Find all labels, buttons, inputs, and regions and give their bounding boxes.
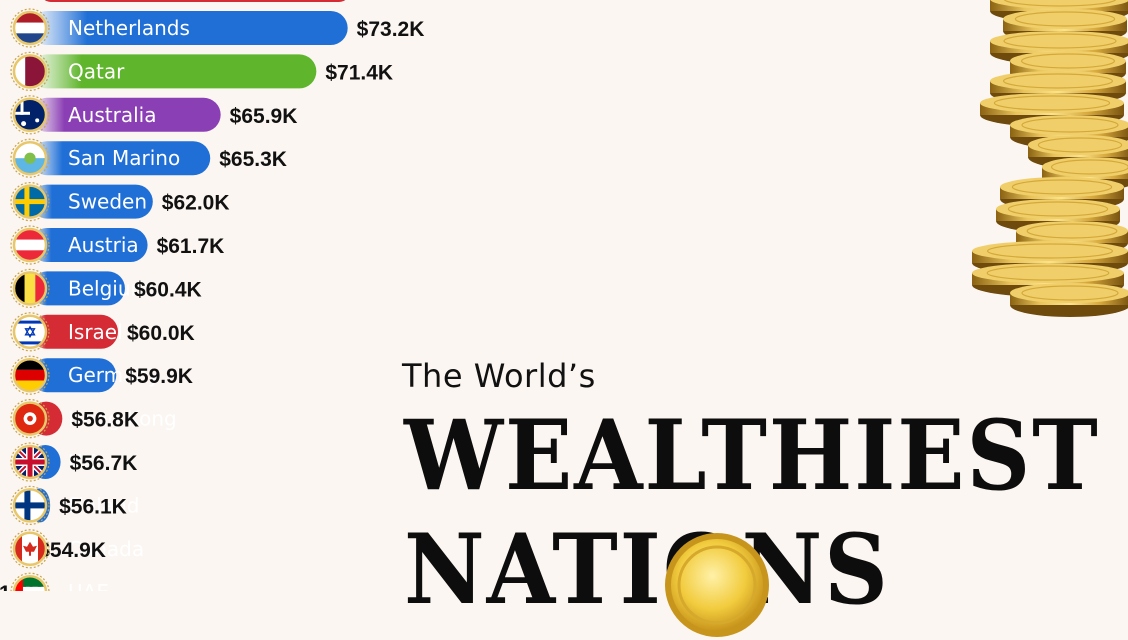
bar-value-label: $65.9K xyxy=(230,105,298,128)
cut-off-bar xyxy=(44,0,346,2)
bar-value-label: $73.2K xyxy=(357,18,425,41)
israel-flag-icon xyxy=(10,312,50,352)
bar-category-label: San Marino xyxy=(68,146,180,170)
hong-kong-flag-icon xyxy=(10,399,50,439)
bar xyxy=(30,271,125,306)
bar-value-label: $61.7K xyxy=(157,235,225,258)
title-line-2: NATIONS xyxy=(404,513,890,626)
bar-category-label: UK xyxy=(68,450,97,474)
bar-category-label: Belgium xyxy=(68,276,150,300)
bar-category-label: Austria xyxy=(68,233,139,257)
bar-category-label: Australia xyxy=(68,103,156,127)
uk-flag-icon xyxy=(10,442,50,482)
bar xyxy=(30,358,117,393)
bar-category-label: Netherlands xyxy=(68,16,190,40)
bar-category-label: Canada xyxy=(68,537,144,561)
subtitle: The World’s xyxy=(402,357,596,395)
bar-value-label: $56.7K xyxy=(70,452,138,475)
bar xyxy=(30,184,153,219)
san-marino-flag-icon xyxy=(10,138,50,178)
bar-row: Sweden $62.0K xyxy=(10,182,230,222)
bar-row: San Marino $65.3K xyxy=(10,138,287,178)
bar-category-label: Israel xyxy=(68,320,123,344)
finland-flag-icon xyxy=(10,485,50,525)
bar-category-label: UAE xyxy=(68,580,109,591)
bar-category-label: Qatar xyxy=(68,59,125,83)
bar xyxy=(30,228,148,262)
bar-value-label: $71.4K xyxy=(325,61,393,84)
bar-value-label: $60.0K xyxy=(127,322,195,345)
sweden-flag-icon xyxy=(10,182,50,222)
bar-row: Austria $61.7K xyxy=(10,225,225,265)
bar-row: Hong Kong$56.8K xyxy=(10,399,177,439)
bar-value-label: $56.1K xyxy=(59,495,127,518)
bar-chart: Netherlands $73.2K Qatar $71.4K Australia $65… xyxy=(0,0,1128,591)
bar-row: Australia $65.9K xyxy=(10,95,298,135)
bar xyxy=(30,141,211,176)
bar-row: Germany$59.9K xyxy=(10,355,193,395)
germany-flag-icon xyxy=(10,355,50,395)
gold-coin-icon xyxy=(665,533,769,637)
bar-row: Belgium$60.4K xyxy=(10,268,202,308)
bar xyxy=(30,314,118,349)
bar-row: Qatar $71.4K xyxy=(10,51,393,92)
bar-row: UAE$51.3K xyxy=(0,572,109,591)
bar-value-label: $54.9K xyxy=(38,539,106,562)
netherlands-flag-icon xyxy=(10,8,50,48)
bar-category-label: Sweden xyxy=(68,190,147,214)
bar-category-label: Finland xyxy=(68,493,139,517)
bar-category-label: Germany xyxy=(68,363,160,387)
uae-flag-icon xyxy=(10,572,50,591)
belgium-flag-icon xyxy=(10,268,50,308)
bar xyxy=(30,97,221,132)
bar-value-label: $59.9K xyxy=(125,365,193,388)
bar xyxy=(30,11,348,45)
austria-flag-icon xyxy=(10,225,50,265)
bar-value-label: $62.0K xyxy=(162,192,230,215)
canada-flag-icon xyxy=(10,529,50,569)
bar-row: Netherlands $73.2K xyxy=(10,8,425,48)
bar-value-label: $65.3K xyxy=(219,148,287,171)
bar xyxy=(30,54,317,89)
bar-value-label: $56.8K xyxy=(71,409,139,432)
bar-value-label: $60.4K xyxy=(134,278,202,301)
bar-category-label: Hong Kong xyxy=(68,407,177,431)
bar-row: Israel $60.0K xyxy=(10,312,195,352)
title-line-1: WEALTHIEST xyxy=(404,399,1100,512)
gold-coin-stack-icon xyxy=(972,0,1128,317)
bar-row: Finland$56.1K xyxy=(10,485,139,525)
bar-row: UK$56.7K xyxy=(10,442,138,482)
bar-row: Canada$54.9K xyxy=(10,529,144,569)
qatar-flag-icon xyxy=(10,51,50,92)
australia-flag-icon xyxy=(10,95,50,135)
